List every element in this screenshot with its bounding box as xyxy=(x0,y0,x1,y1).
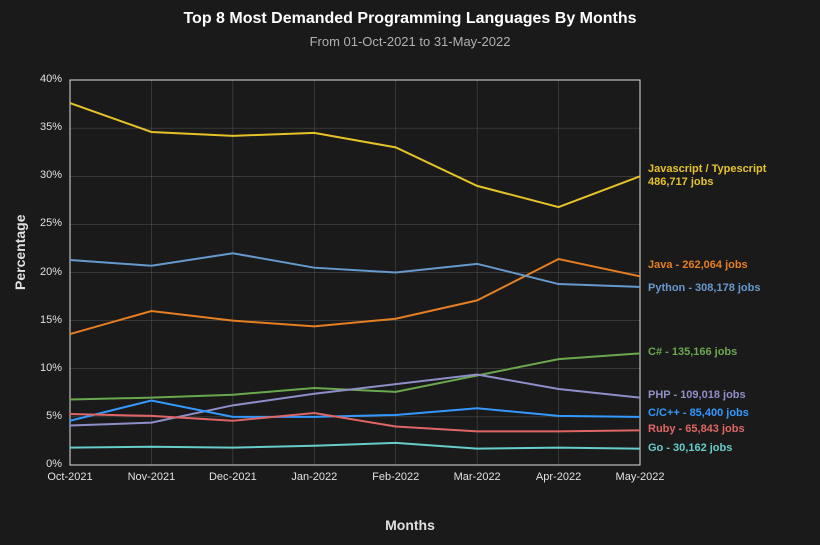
x-tick: Feb-2022 xyxy=(372,471,419,483)
series-end-label: Javascript / Typescript486,717 jobs xyxy=(648,163,766,188)
series-line xyxy=(70,253,640,287)
series-end-label: Ruby - 65,843 jobs xyxy=(648,423,745,436)
y-tick: 0% xyxy=(0,458,62,470)
series-end-label: C# - 135,166 jobs xyxy=(648,346,737,359)
x-tick: Oct-2021 xyxy=(47,471,92,483)
series-end-label: Go - 30,162 jobs xyxy=(648,442,732,455)
y-tick: 30% xyxy=(0,169,62,181)
x-tick: Jan-2022 xyxy=(291,471,337,483)
y-tick: 5% xyxy=(0,410,62,422)
x-tick: May-2022 xyxy=(616,471,665,483)
x-tick: Nov-2021 xyxy=(128,471,176,483)
x-tick: Apr-2022 xyxy=(536,471,581,483)
x-tick: Mar-2022 xyxy=(454,471,501,483)
series-line xyxy=(70,353,640,399)
y-tick: 25% xyxy=(0,217,62,229)
series-line xyxy=(70,443,640,449)
y-tick: 40% xyxy=(0,73,62,85)
series-end-label: Python - 308,178 jobs xyxy=(648,282,760,295)
series-end-label: PHP - 109,018 jobs xyxy=(648,389,746,402)
series-end-label: C/C++ - 85,400 jobs xyxy=(648,407,749,420)
y-tick: 35% xyxy=(0,121,62,133)
series-line xyxy=(70,401,640,421)
chart-frame: Top 8 Most Demanded Programming Language… xyxy=(0,0,820,545)
y-tick: 20% xyxy=(0,266,62,278)
series-line xyxy=(70,375,640,426)
plot-area xyxy=(0,0,820,545)
y-tick: 10% xyxy=(0,362,62,374)
series-end-label: Java - 262,064 jobs xyxy=(648,259,748,272)
x-tick: Dec-2021 xyxy=(209,471,257,483)
series-line xyxy=(70,103,640,207)
y-tick: 15% xyxy=(0,314,62,326)
